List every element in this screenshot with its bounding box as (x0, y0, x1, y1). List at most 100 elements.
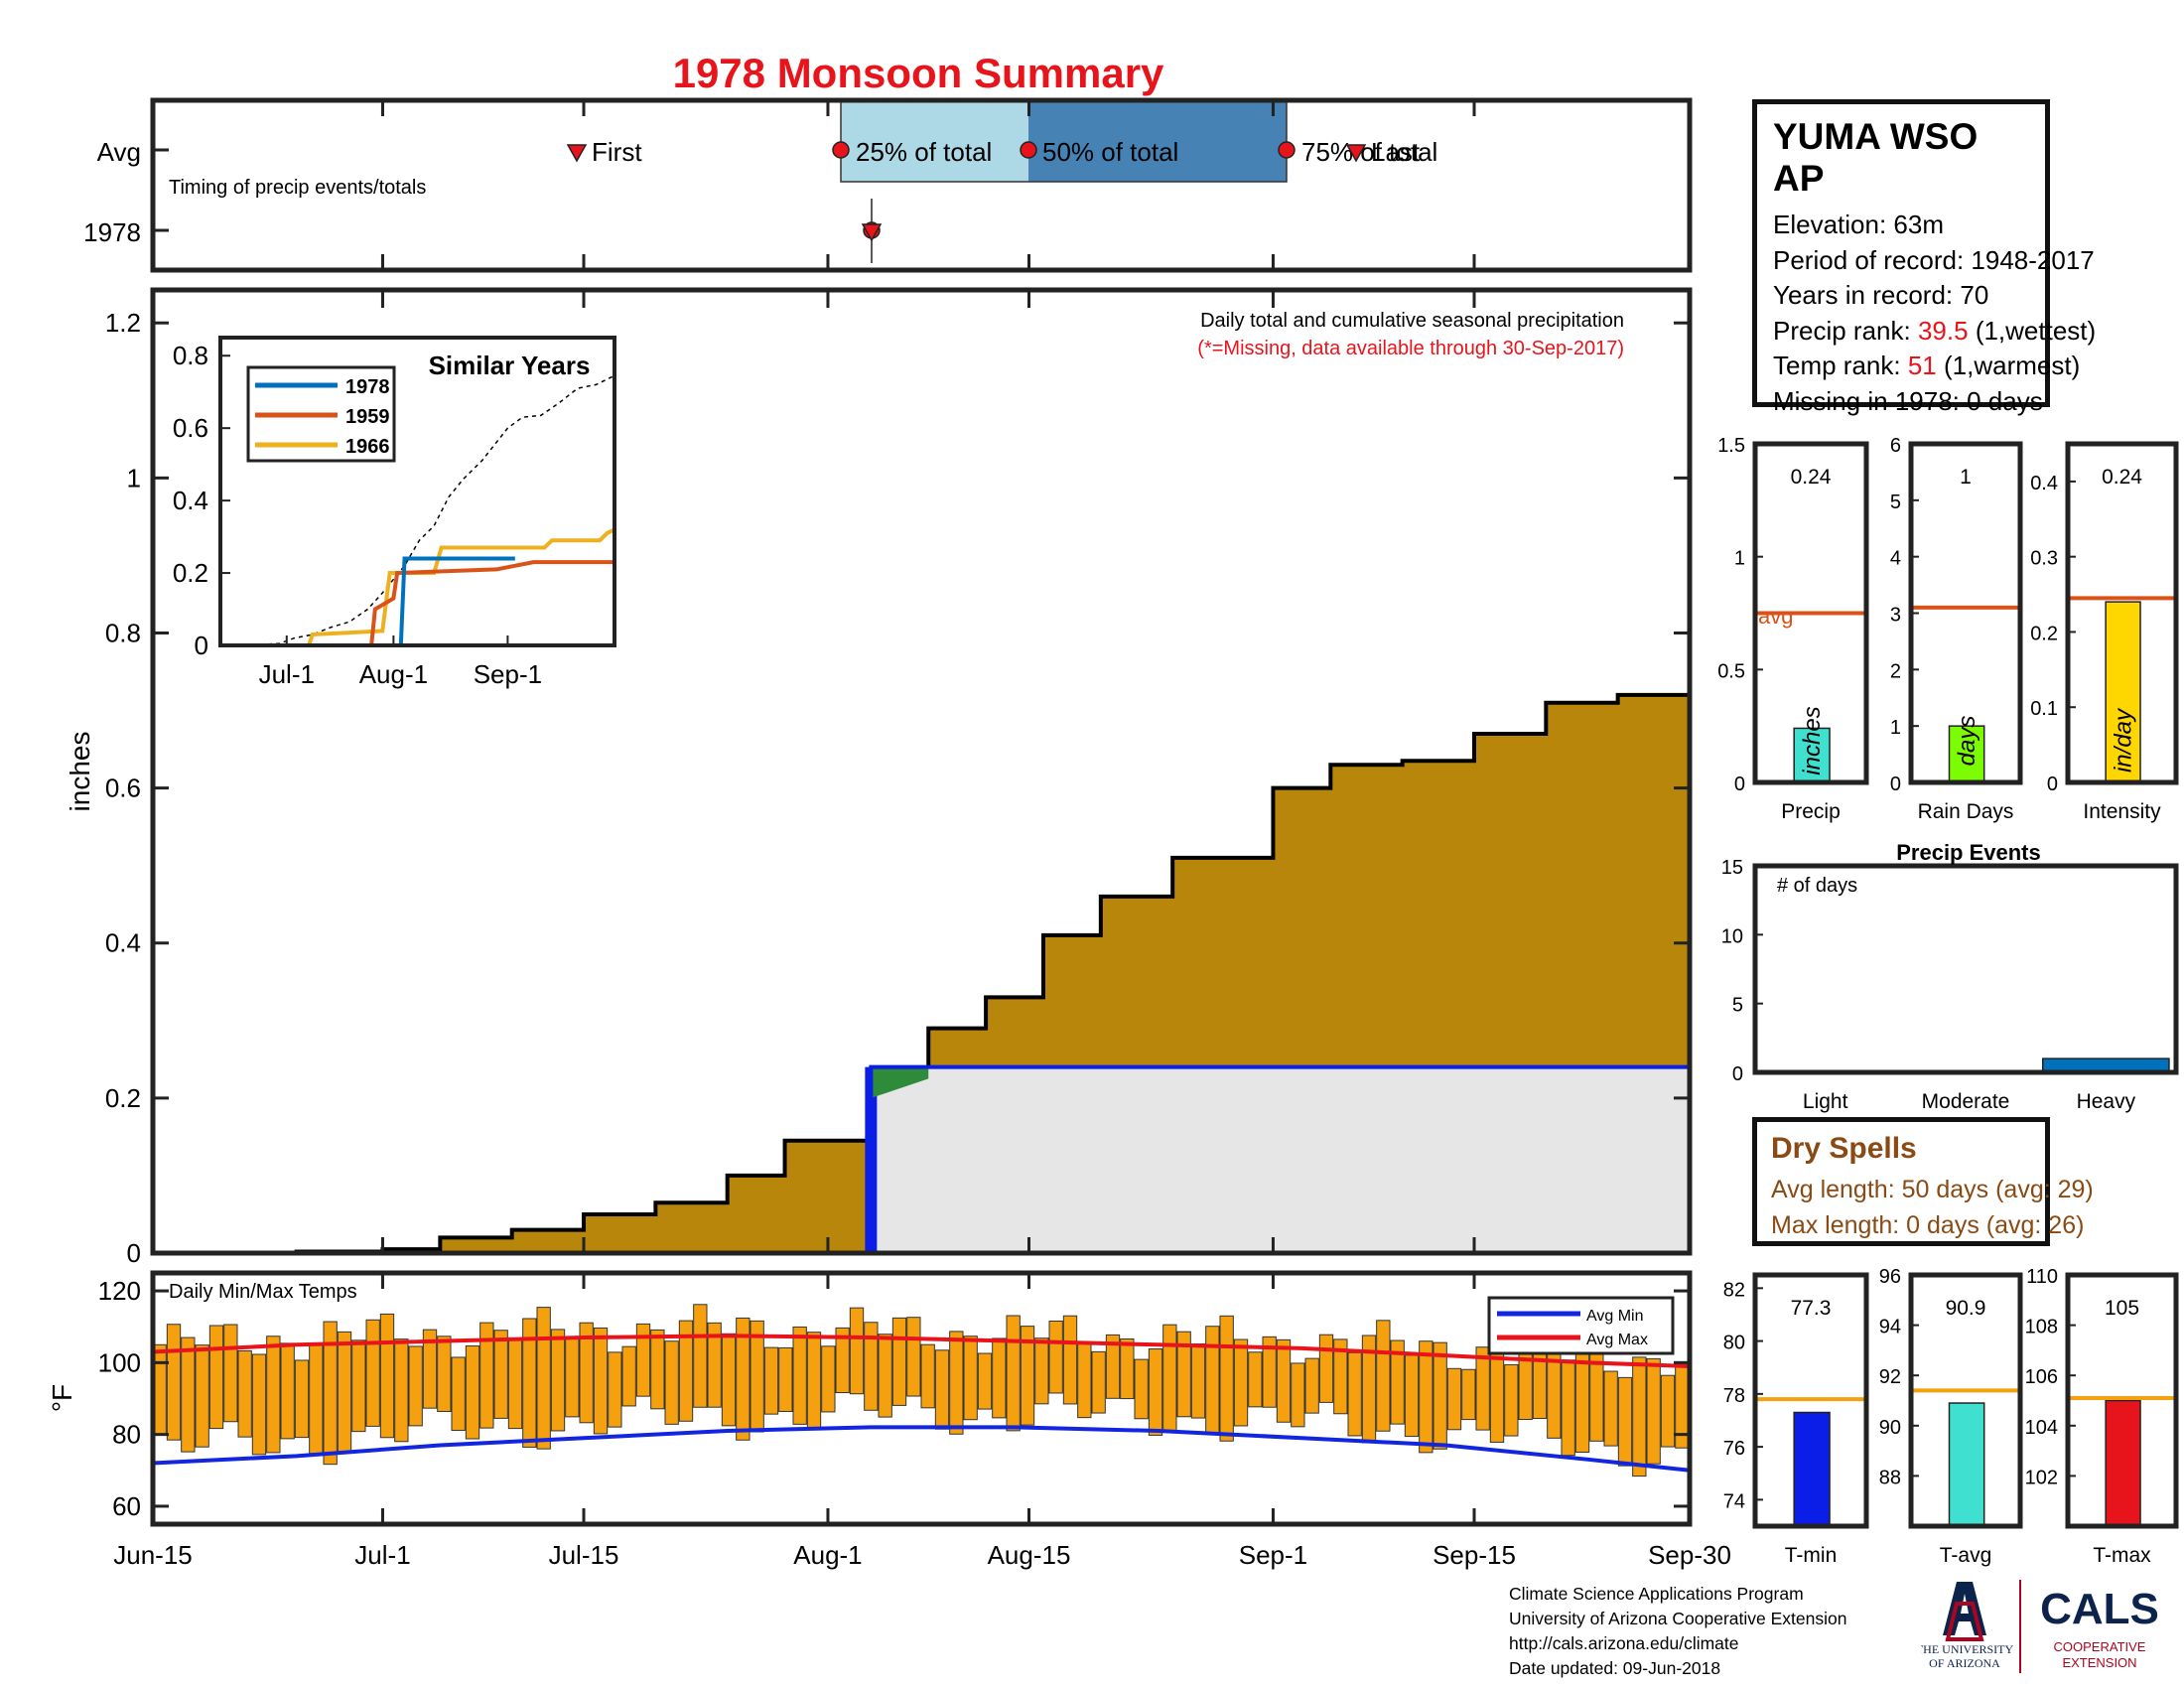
t-max-ytick-label: 106 (2025, 1366, 2058, 1388)
daily-temp-bar (806, 1332, 822, 1430)
daily-temp-bar (878, 1334, 892, 1418)
rain-days-ytick-label: 1 (1890, 717, 1901, 739)
p75-label: 75% of total (1301, 137, 1437, 167)
temps-frame (150, 1270, 1693, 1527)
ua-logo-icon (1943, 1582, 1986, 1641)
last-label: Last (1371, 137, 1421, 167)
t-max-ytick-label: 108 (2025, 1317, 2058, 1338)
timing-label: Timing of precip events/totals (169, 177, 426, 199)
temps-plot-area (152, 1304, 1691, 1477)
daily-temp-bar (1077, 1341, 1092, 1419)
daily-temp-bar (565, 1337, 580, 1418)
daily-temp-bar (195, 1344, 209, 1448)
precip-frame (150, 287, 1693, 1256)
precip-events-frame (1752, 863, 2179, 1075)
t-min-bar (1793, 1411, 1831, 1527)
daily-temp-bar (479, 1322, 494, 1429)
daily-temp-bar (1318, 1334, 1334, 1403)
precip-events-ytick-label: 0 (1732, 1063, 1743, 1085)
t-avg-ytick-label: 90 (1879, 1417, 1901, 1439)
timing-panel: Avg 1978 Timing of precip events/totals … (83, 97, 1693, 273)
t-min-ytick-label: 82 (1723, 1279, 1745, 1301)
daily-temp-bar (536, 1307, 551, 1450)
daily-temp-bar (1603, 1370, 1618, 1447)
date-axis: Jun-15 Jul-1 Jul-15 Aug-1 Aug-15 Sep-1 Sep-15 S… (113, 100, 1731, 1570)
p25-label: 25% of total (856, 137, 992, 167)
daily-temp-bar (1006, 1315, 1021, 1432)
precip-ytick-label: 0.2 (105, 1083, 141, 1113)
p50-marker-icon (1020, 141, 1037, 159)
daily-temp-bar (920, 1343, 935, 1409)
rain-days-ytick-label: 5 (1890, 492, 1901, 513)
date-tick-label: Jul-15 (549, 1540, 619, 1570)
daily-temp-bar (251, 1353, 267, 1456)
daily-temp-bar (992, 1337, 1007, 1419)
t-max-frame (2065, 1272, 2179, 1529)
p75-marker-icon (1278, 141, 1296, 159)
daily-temp-bar (394, 1338, 409, 1443)
station-years: Years in record: 70 (1773, 280, 1989, 310)
daily-temp-bar (664, 1340, 679, 1425)
inset-frame (218, 336, 616, 647)
year-cumulative-area (871, 1066, 1690, 1253)
daily-temp-bar (736, 1317, 751, 1441)
inset-ytick-label: 0.6 (173, 413, 208, 443)
intensity-ytick-label: 0 (2047, 774, 2058, 795)
precip-events-chart: Light Moderate Heavy 0 5 10 15 (1721, 857, 2179, 1113)
daily-temp-bar (1276, 1338, 1292, 1423)
rain-days-label: Rain Days (1918, 800, 2014, 823)
t-max-ytick-label: 110 (2026, 1266, 2058, 1288)
daily-temp-bar (1034, 1337, 1049, 1405)
precip-label: Precip (1781, 800, 1841, 823)
credit-line: University of Arizona Cooperative Extens… (1509, 1609, 1847, 1628)
precip-rank-row: Precip rank: 39.5 (1,wettest) (1773, 314, 2096, 350)
daily-temp-bar (493, 1330, 508, 1419)
daily-temp-bar (608, 1351, 622, 1428)
precip-panel: 0 0.2 0.4 0.6 0.8 1 1.2 inches Daily total and… (65, 287, 1693, 1268)
daily-temp-bar (1646, 1357, 1661, 1465)
station-name: YUMA WSO AP (1773, 116, 1979, 199)
t-avg-chart: 88 90 92 94 96 90.9 T-avg (1879, 1266, 2023, 1567)
cals-logo-text: CALS (2040, 1585, 2159, 1633)
precip-chart: 0 0.5 1 1.5 0.24 inches Precip (1717, 435, 1869, 823)
ua-logo-text: THE UNIVERSITY (1921, 1642, 2013, 1656)
daily-temp-bar (650, 1329, 665, 1410)
inset-ytick-label: 0 (195, 631, 208, 660)
daily-temp-bar (465, 1345, 480, 1440)
station-period: Period of record: 1948-2017 (1773, 244, 2095, 275)
daily-temp-bar (1134, 1358, 1149, 1420)
station-missing: Missing in 1978: 0 days (1773, 385, 2043, 416)
daily-temp-bar (693, 1304, 708, 1408)
daily-temp-bar (821, 1345, 836, 1413)
precip-events-ytick-label: 5 (1732, 995, 1743, 1017)
t-avg-ytick-label: 94 (1879, 1317, 1901, 1338)
daily-temp-bar (1390, 1339, 1405, 1425)
t-max-value: 105 (2105, 1297, 2139, 1320)
daily-temp-bar (280, 1342, 295, 1440)
legend-label-avg-max: Avg Max (1586, 1332, 1648, 1348)
rain-days-unit: days (1954, 716, 1980, 767)
daily-temp-bar (1475, 1346, 1490, 1431)
t-max-label: T-max (2093, 1544, 2151, 1567)
intensity-ytick-label: 0.2 (2030, 623, 2058, 644)
legend-label-1966: 1966 (345, 436, 390, 458)
inset-avg-line (220, 374, 615, 646)
dry-spells-avg: Avg length: 50 days (avg: 29) (1771, 1176, 2094, 1203)
intensity-chart: 0 0.1 0.2 0.3 0.4 0.24 in/day Intensity (2030, 441, 2179, 823)
daily-temp-bar (309, 1343, 324, 1455)
inset-title: Similar Years (429, 351, 591, 380)
daily-temp-bar (635, 1323, 651, 1397)
precip-y-axis: 0 0.2 0.4 0.6 0.8 1 1.2 (105, 308, 1690, 1268)
station-elevation: Elevation: 63m (1773, 210, 1944, 239)
precip-unit: inches (1799, 706, 1826, 774)
daily-temp-bar (1020, 1326, 1035, 1426)
t-max-ytick-label: 104 (2025, 1417, 2058, 1439)
timing-frame (150, 97, 1693, 273)
temps-ytick-label: 60 (112, 1491, 141, 1521)
precip-events-ytick-label: 15 (1721, 857, 1743, 879)
precip-ytick-label: 1 (127, 463, 141, 492)
daily-temp-bar (1489, 1349, 1505, 1443)
intensity-value: 0.24 (2102, 466, 2142, 489)
daily-temp-bar (1219, 1315, 1234, 1442)
credit-line: http://cals.arizona.edu/climate (1509, 1633, 1739, 1653)
